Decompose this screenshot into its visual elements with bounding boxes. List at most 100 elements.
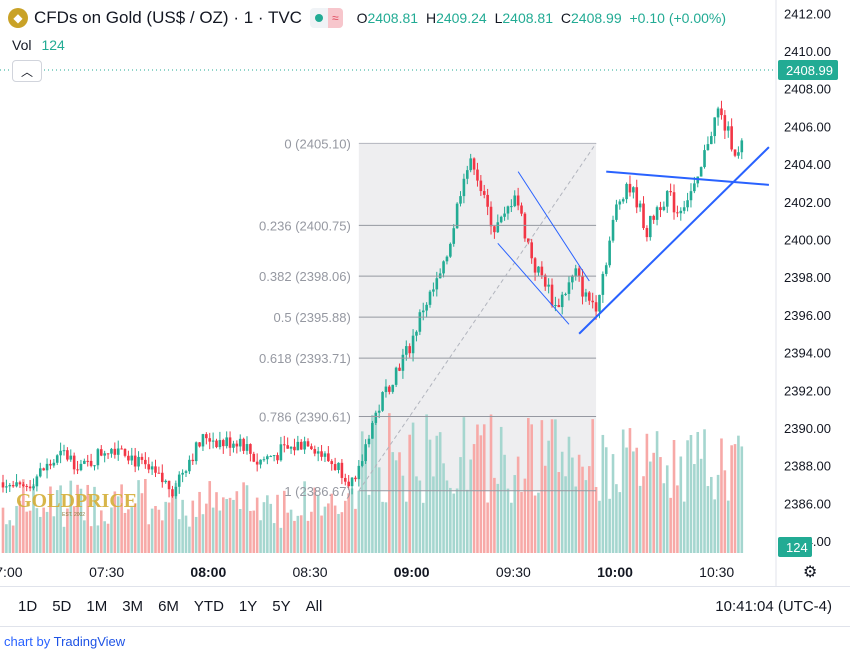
candle-body <box>720 108 723 116</box>
candle-body <box>52 462 56 466</box>
volume-bar <box>249 510 252 553</box>
trendline-resistance[interactable] <box>606 170 769 186</box>
volume-bar <box>469 459 472 553</box>
tradingview-credit[interactable]: chart by TradingView <box>4 634 126 649</box>
volume-bar <box>404 501 408 553</box>
range-5d[interactable]: 5D <box>52 598 72 615</box>
candle <box>313 445 317 457</box>
trendline-channel-lower[interactable] <box>497 242 570 325</box>
range-1d[interactable]: 1D <box>18 598 38 615</box>
time-tick-label: 10:30 <box>699 564 734 580</box>
volume-bar <box>394 460 398 553</box>
fib-trend-line[interactable] <box>358 143 597 492</box>
candle-body <box>415 331 418 336</box>
volume-bar <box>449 487 452 553</box>
price-tick-label: 2400.00 <box>784 233 831 248</box>
candle-body <box>716 108 720 118</box>
range-1m[interactable]: 1M <box>86 598 108 615</box>
range-ytd[interactable]: YTD <box>193 598 224 615</box>
candle <box>557 298 561 308</box>
price-tick-label: 2394.00 <box>784 346 831 361</box>
volume-bar <box>577 454 581 553</box>
range-3m[interactable]: 3M <box>122 598 144 615</box>
candle <box>513 190 517 208</box>
candle <box>638 200 642 212</box>
candle-body <box>638 203 642 208</box>
volume-bar <box>360 431 364 553</box>
volume-bar <box>730 445 733 553</box>
candle <box>662 201 666 212</box>
symbol-title[interactable]: CFDs on Gold (US$ / OZ) · 1 · TVC <box>34 8 302 27</box>
volume-bar <box>116 496 120 553</box>
volume-bar <box>49 486 52 553</box>
candle <box>11 480 15 488</box>
collapse-legend-button[interactable]: ︿ <box>12 60 42 82</box>
gear-icon: ⚙ <box>803 564 818 581</box>
candle-body <box>18 482 22 485</box>
range-6m[interactable]: 6M <box>158 598 179 615</box>
candle <box>625 182 628 204</box>
candle-body <box>489 206 493 227</box>
volume-bar <box>676 485 679 553</box>
candle <box>642 196 645 230</box>
chart-settings-button[interactable]: ⚙ <box>803 562 817 582</box>
trendline-channel-upper[interactable] <box>517 171 590 282</box>
candle-body <box>357 465 361 480</box>
volume-bar <box>621 429 625 553</box>
fib-level-label: 0 (2405.10) <box>284 136 351 151</box>
candle-body <box>343 477 347 482</box>
candle-body <box>110 448 113 454</box>
volume-bar <box>221 497 225 553</box>
volume-bar <box>489 414 493 553</box>
candle-body <box>120 448 123 450</box>
candle <box>337 462 340 474</box>
candle <box>486 188 489 216</box>
candle <box>703 144 706 169</box>
timezone-clock[interactable]: 10:41:04 (UTC-4) <box>715 598 832 615</box>
volume-bar <box>89 526 93 553</box>
range-1y[interactable]: 1Y <box>238 598 258 615</box>
candle <box>618 199 622 210</box>
volume-bar <box>279 527 283 553</box>
candle <box>737 146 740 159</box>
trendline-channel-base[interactable] <box>578 146 770 335</box>
candle <box>740 138 744 160</box>
volume-bar <box>669 497 672 553</box>
divider <box>0 626 850 627</box>
candle-body <box>171 489 174 497</box>
candle-body <box>676 212 679 214</box>
candle-body <box>293 446 296 451</box>
candle <box>533 257 537 281</box>
candle <box>218 431 222 450</box>
volume-bar <box>62 526 66 553</box>
candle <box>333 457 337 471</box>
candle <box>574 264 578 281</box>
candle <box>282 435 286 453</box>
volume-bar <box>486 502 489 553</box>
volume-bar <box>638 485 642 553</box>
candle-body <box>59 450 62 456</box>
volume-bar <box>188 526 191 553</box>
price-tick-label: 2388.00 <box>784 459 831 474</box>
volume-bar <box>147 524 151 553</box>
candle-body <box>472 158 476 170</box>
range-5y[interactable]: 5Y <box>272 598 291 615</box>
candle <box>72 452 76 475</box>
volume-bar <box>154 506 157 553</box>
volume-bar <box>713 499 716 553</box>
range-all[interactable]: All <box>305 598 323 615</box>
volume-bar <box>625 447 628 553</box>
candle-body <box>299 441 303 450</box>
candle <box>357 460 361 487</box>
volume-bar <box>682 501 686 553</box>
candle <box>157 466 161 474</box>
candle <box>35 474 39 492</box>
candle-body <box>221 440 225 447</box>
market-status-badge[interactable]: ≈ <box>309 8 343 28</box>
candle <box>154 459 157 478</box>
candle-body <box>157 472 161 474</box>
volume-bar <box>337 513 340 553</box>
candle <box>177 471 181 494</box>
candle <box>49 459 52 470</box>
